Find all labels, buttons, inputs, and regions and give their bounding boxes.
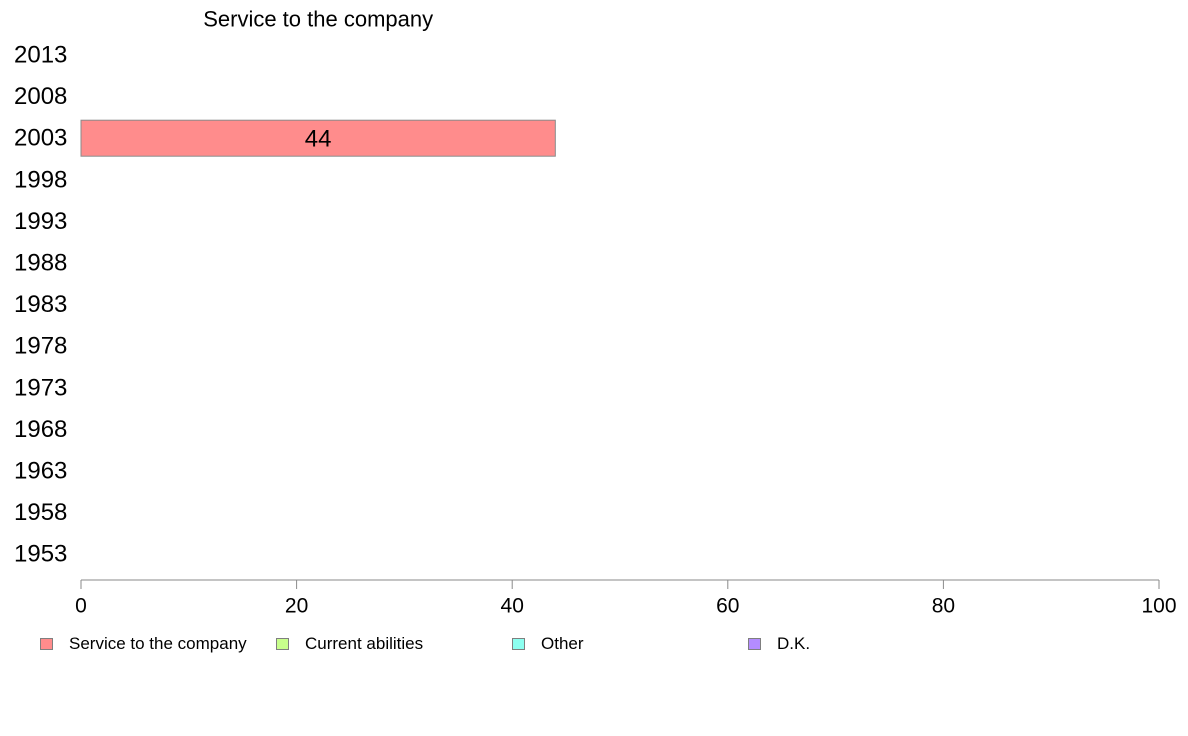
legend-item: Service to the company [40, 633, 247, 655]
bar-chart: 44 2013 2008 2003 1998 1993 1988 1983 1978 1973 1… [14, 7, 1177, 618]
category-label: 1963 [14, 458, 67, 485]
x-tick-label: 0 [75, 595, 87, 618]
category-labels: 2013 2008 2003 1998 1993 1988 1983 1978 1973 1968… [14, 42, 67, 568]
legend-swatch [748, 638, 761, 650]
x-axis: 0 20 40 60 80 100 [75, 579, 1177, 618]
legend-item: Current abilities [276, 633, 423, 655]
annotations-layer: Service to the company [203, 7, 433, 32]
category-label: 2003 [14, 125, 67, 152]
x-tick-label: 100 [1141, 595, 1176, 618]
x-tick-label: 80 [932, 595, 955, 618]
x-tick-label: 60 [716, 595, 739, 618]
legend-label: Other [541, 634, 584, 653]
legend-label: D.K. [777, 634, 811, 653]
category-label: 2008 [14, 83, 67, 110]
legend-item: D.K. [748, 633, 810, 655]
bar [80, 119, 556, 157]
legend-label: Current abilities [305, 634, 424, 653]
category-label: 1998 [14, 166, 67, 193]
category-label: 1983 [14, 291, 67, 318]
legend-label: Service to the company [69, 634, 247, 653]
legend: Service to the company Current abilities O… [40, 633, 1140, 655]
legend-item: Other [512, 633, 584, 655]
legend-swatch [276, 638, 289, 650]
bar-data-label: 44 [305, 126, 332, 153]
category-label: 1993 [14, 208, 67, 235]
category-label: 2013 [14, 42, 67, 69]
category-label: 1988 [14, 250, 67, 277]
category-label: 1953 [14, 541, 67, 568]
bars-layer: 44 [80, 119, 556, 157]
legend-swatch [512, 638, 525, 650]
legend-swatch [40, 638, 53, 650]
category-label: 1973 [14, 374, 67, 401]
x-tick-label: 40 [501, 595, 524, 618]
category-label: 1968 [14, 416, 67, 443]
x-tick-label: 20 [285, 595, 308, 618]
series-annotation: Service to the company [203, 7, 433, 32]
category-label: 1958 [14, 499, 67, 526]
category-label: 1978 [14, 333, 67, 360]
